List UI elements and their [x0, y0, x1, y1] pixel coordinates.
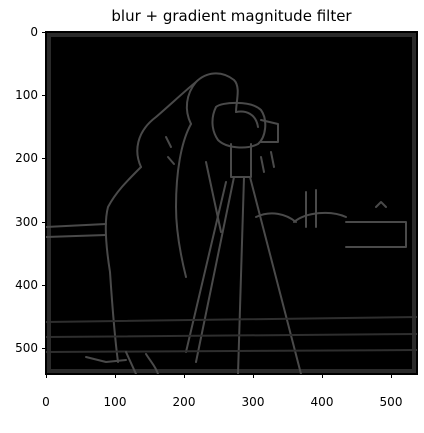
y-tickmark	[42, 222, 46, 223]
x-tick-label: 200	[172, 395, 196, 409]
y-tickmark	[42, 95, 46, 96]
x-tick-label: 100	[103, 395, 127, 409]
x-tickmark	[115, 374, 116, 378]
edge-image	[46, 32, 417, 374]
y-tick-label: 300	[15, 215, 38, 229]
x-tick-label: 300	[241, 395, 265, 409]
y-tickmark	[42, 285, 46, 286]
y-tick-label: 500	[15, 341, 38, 355]
x-tickmark	[253, 374, 254, 378]
x-tick-label: 0	[42, 395, 50, 409]
y-tick-label: 200	[15, 151, 38, 165]
x-tick-label: 400	[310, 395, 334, 409]
y-tick-label: 0	[30, 25, 38, 39]
y-tick-label: 100	[15, 88, 38, 102]
x-tickmark	[322, 374, 323, 378]
y-tick-label: 400	[15, 278, 38, 292]
y-tickmark	[42, 348, 46, 349]
x-tickmark	[184, 374, 185, 378]
x-tickmark	[46, 374, 47, 378]
image-axes	[45, 31, 418, 375]
y-tickmark	[42, 32, 46, 33]
x-tick-label: 500	[379, 395, 403, 409]
plot-title: blur + gradient magnitude filter	[111, 7, 352, 25]
y-tickmark	[42, 158, 46, 159]
x-tickmark	[391, 374, 392, 378]
